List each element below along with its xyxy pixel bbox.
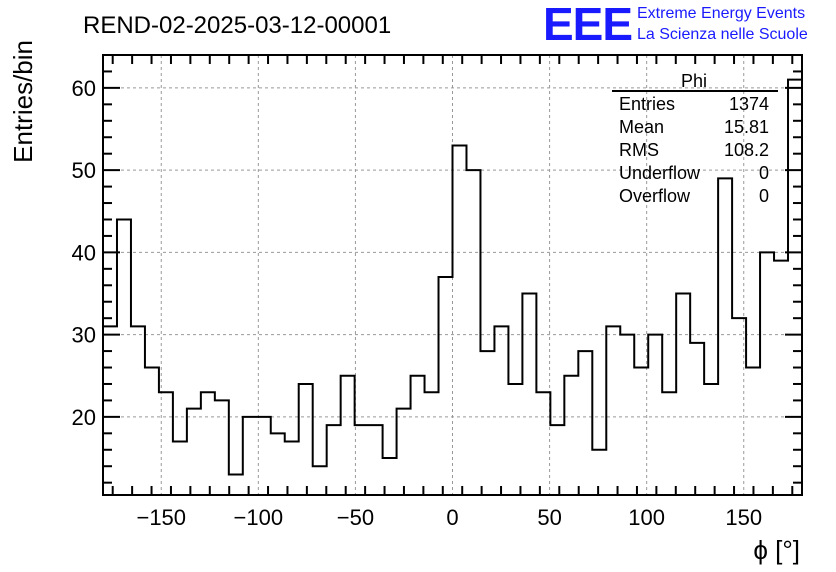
x-tick-label: 150	[725, 505, 762, 530]
x-tick-label: −50	[337, 505, 374, 530]
y-tick-label: 60	[72, 76, 96, 101]
x-tick-label: 100	[628, 505, 665, 530]
stats-label: Overflow	[619, 186, 691, 206]
y-axis-label: Entries/bin	[8, 40, 38, 163]
stats-title: Phi	[681, 71, 707, 91]
x-tick-label: −100	[234, 505, 284, 530]
axis-ticks	[103, 55, 802, 495]
y-tick-label: 20	[72, 405, 96, 430]
stats-label: RMS	[619, 140, 659, 160]
logo-line-1: Extreme Energy Events	[637, 5, 805, 22]
stats-rows: Entries 1374 Mean 15.81 RMS 108.2 Underflow 0 Ov…	[619, 94, 769, 206]
stats-value: 0	[759, 163, 769, 183]
stats-value: 15.81	[724, 117, 769, 137]
stats-label: Mean	[619, 117, 664, 137]
x-tick-label: −150	[136, 505, 186, 530]
x-tick-labels: −150 −100 −50 0 50 100 150	[136, 505, 762, 530]
logo-line-2: La Scienza nelle Scuole	[637, 26, 808, 43]
stats-value: 108.2	[724, 140, 769, 160]
stats-value: 0	[759, 186, 769, 206]
y-tick-label: 30	[72, 323, 96, 348]
stats-label: Entries	[619, 94, 675, 114]
x-axis-label: ϕ [°]	[753, 535, 800, 565]
y-tick-label: 40	[72, 240, 96, 265]
x-tick-label: 50	[537, 505, 561, 530]
y-tick-label: 50	[72, 158, 96, 183]
stats-label: Underflow	[619, 163, 701, 183]
stats-box: Phi Entries 1374 Mean 15.81 RMS 108.2 Underflo…	[612, 71, 778, 206]
histogram-outline	[103, 78, 803, 495]
chart-title: REND-02-2025-03-12-00001	[83, 12, 391, 39]
plot-frame	[102, 54, 803, 496]
stats-value: 1374	[729, 94, 769, 114]
x-tick-label: 0	[446, 505, 458, 530]
y-tick-labels: 20 30 40 50 60	[72, 76, 96, 430]
eee-logo: EEE Extreme Energy Events La Scienza nel…	[543, 0, 808, 50]
logo-mark: EEE	[543, 0, 632, 50]
